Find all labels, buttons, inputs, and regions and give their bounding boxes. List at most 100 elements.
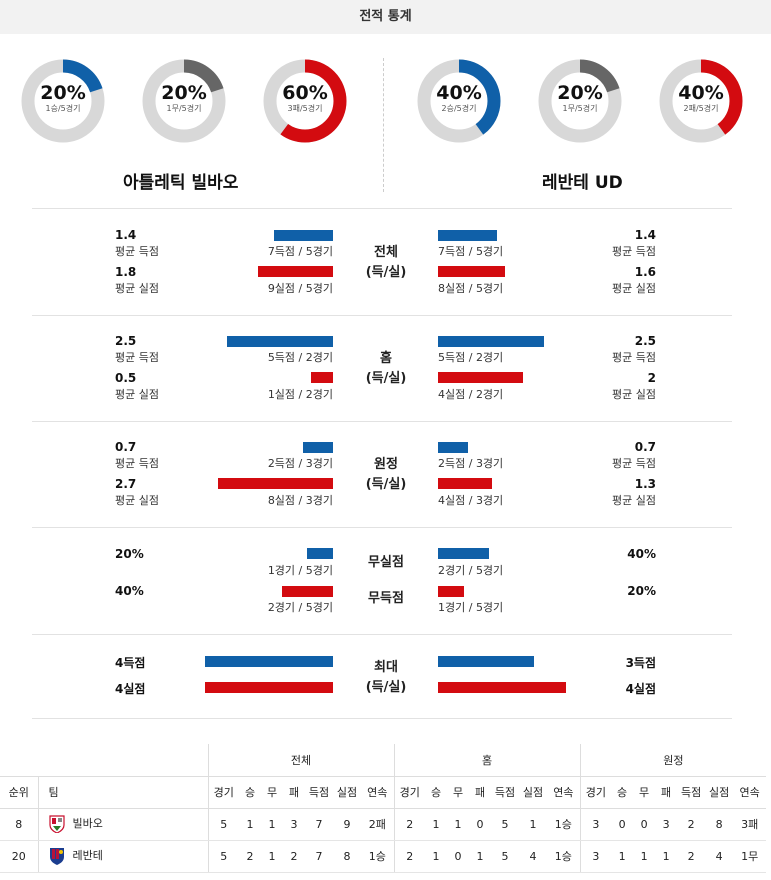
donut-ring [659, 59, 743, 143]
away-conceded-bar [438, 372, 523, 383]
stat-cell: 1 [633, 840, 656, 873]
away-conceded-bar [438, 266, 505, 277]
away-win-donut: 40% 2승/5경기 [416, 58, 502, 144]
col-header: 실점 [705, 775, 734, 809]
stat-cell: 5 [207, 808, 239, 841]
divider [32, 718, 732, 719]
col-header: 승 [239, 775, 261, 809]
home-avg-scored-label: 평균 득점 [115, 245, 159, 258]
col-header: 연속 [361, 775, 395, 809]
donut-ring [538, 59, 622, 143]
home-scored-count: 2득점 / 3경기 [267, 457, 333, 470]
away-loss-donut: 40% 2패/5경기 [658, 58, 744, 144]
divider [32, 421, 732, 422]
stat-cell: 1 [655, 840, 678, 873]
away-clean-pct: 40% [627, 547, 656, 561]
empty-cell [38, 744, 208, 776]
col-header: 무 [633, 775, 656, 809]
away-max-scored: 3득점 [625, 656, 656, 670]
stat-cell: 3 [579, 808, 612, 841]
donut-percent: 40% [436, 82, 482, 104]
away-avg-scored: 1.4 [634, 228, 656, 242]
away-avg-scored: 2.5 [634, 334, 656, 348]
stat-cell: 2 [239, 840, 261, 873]
section-max-title: 최대 (득/실) [355, 658, 417, 698]
team-cell: 레반테 [37, 840, 208, 873]
col-header: 패 [655, 775, 678, 809]
donut-arc-draw [538, 59, 622, 143]
away-conceded-count: 8실점 / 5경기 [438, 282, 504, 295]
table-row[interactable]: 8 빌바오 5 1 1 3 7 9 2패 2 1 1 0 5 1 1승 3 0 0 3 2 8 3패 [0, 808, 767, 841]
stat-cell: 0 [469, 808, 492, 841]
away-clean-count: 2경기 / 5경기 [438, 564, 504, 577]
stat-cell: 1 [425, 840, 448, 873]
away-avg-scored-label: 평균 득점 [612, 351, 656, 364]
stat-cell: 0 [611, 808, 634, 841]
home-max-conceded-bar [205, 682, 333, 693]
donut-arc-win [417, 59, 501, 143]
home-noscore-pct: 40% [115, 584, 144, 598]
stat-cell: 1무 [733, 840, 767, 873]
bilbao-emblem-icon [48, 815, 65, 834]
col-header: 승 [611, 775, 634, 809]
donut-ring [263, 59, 347, 143]
home-avg-conceded-label: 평균 실점 [115, 494, 159, 507]
away-avg-conceded: 1.6 [634, 265, 656, 279]
stat-cell: 8 [705, 808, 734, 841]
stat-cell: 1 [425, 808, 448, 841]
section-total-title: 전체 (득/실) [355, 243, 417, 283]
team-name-cell[interactable]: 빌바오 [72, 817, 103, 830]
stat-cell: 3패 [733, 808, 767, 841]
stat-cell: 3 [579, 840, 612, 873]
home-scored-bar [274, 230, 333, 241]
team-name-cell[interactable]: 레반테 [72, 849, 103, 862]
home-conceded-count: 8실점 / 3경기 [267, 494, 333, 507]
donut-record: 2패/5경기 [683, 104, 719, 113]
stat-cell: 1 [469, 840, 492, 873]
group-header-home: 홈 [393, 744, 581, 776]
stat-cell: 2패 [361, 808, 395, 841]
donut-ring [142, 59, 226, 143]
away-scored-count: 7득점 / 5경기 [438, 245, 504, 258]
stat-cell: 9 [333, 808, 361, 841]
away-noscore-pct: 20% [627, 584, 656, 598]
home-clean-pct: 20% [115, 547, 144, 561]
away-noscore-bar [438, 586, 464, 597]
stat-cell: 7 [305, 808, 333, 841]
home-conceded-count: 1실점 / 2경기 [267, 388, 333, 401]
away-max-conceded: 4실점 [625, 682, 656, 696]
donut-arc-loss [659, 59, 743, 143]
donut-arc-win [21, 59, 105, 143]
home-avg-conceded-label: 평균 실점 [115, 388, 159, 401]
home-clean-bar [307, 548, 333, 559]
levante-emblem-icon [49, 847, 65, 865]
stat-cell: 2 [283, 840, 305, 873]
group-header-total: 전체 [207, 744, 395, 776]
home-avg-conceded: 1.8 [115, 265, 137, 279]
away-avg-conceded: 1.3 [634, 477, 656, 491]
section-title-line: 원정 [374, 457, 398, 472]
home-avg-conceded: 2.7 [115, 477, 137, 491]
donut-arc-draw [142, 59, 226, 143]
away-scored-count: 2득점 / 3경기 [438, 457, 504, 470]
home-max-conceded: 4실점 [115, 682, 146, 696]
stat-cell: 2 [393, 808, 426, 841]
donut-record: 2승/5경기 [441, 104, 477, 113]
section-home-title: 홈 (득/실) [355, 349, 417, 389]
donut-arc-loss [263, 59, 347, 143]
col-header: 연속 [547, 775, 581, 809]
away-conceded-count: 4실점 / 2경기 [438, 388, 504, 401]
table-row[interactable]: 20 레반테 5 2 1 2 7 8 1승 2 1 0 1 5 4 1승 3 1 1 1 2 4 1무 [0, 840, 767, 873]
away-avg-conceded: 2 [647, 371, 656, 385]
away-max-scored-bar [438, 656, 534, 667]
stat-cell: 2 [677, 840, 706, 873]
stat-cell: 1 [447, 808, 470, 841]
stat-cell: 1승 [547, 808, 581, 841]
donut-percent: 60% [282, 82, 328, 104]
home-avg-scored: 1.4 [115, 228, 137, 242]
stat-cell: 1 [239, 808, 261, 841]
away-scored-bar [438, 230, 497, 241]
away-clean-bar [438, 548, 489, 559]
home-win-donut: 20% 1승/5경기 [20, 58, 106, 144]
col-header: 득점 [305, 775, 333, 809]
